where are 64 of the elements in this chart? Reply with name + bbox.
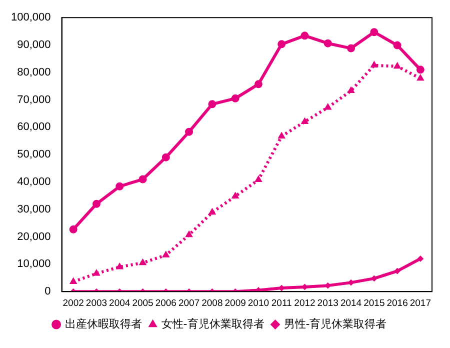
x-tick-label: 2012 bbox=[294, 298, 316, 309]
point bbox=[370, 28, 378, 36]
point bbox=[416, 66, 424, 74]
point bbox=[208, 100, 216, 108]
point bbox=[370, 61, 378, 68]
legend-label: 出産休暇取得者 bbox=[64, 317, 142, 330]
point bbox=[138, 175, 147, 184]
point bbox=[116, 182, 124, 190]
x-tick-label: 2006 bbox=[155, 298, 176, 309]
point bbox=[92, 270, 100, 276]
point bbox=[324, 103, 332, 110]
point bbox=[324, 39, 332, 48]
point bbox=[416, 74, 424, 81]
x-tick-label: 2008 bbox=[202, 298, 223, 309]
point bbox=[347, 86, 355, 94]
y-tick-label: 0 bbox=[44, 286, 51, 298]
x-tick-label: 2002 bbox=[62, 298, 84, 309]
point bbox=[278, 132, 286, 138]
x-tick-label: 2010 bbox=[248, 298, 270, 309]
x-tick-label: 2014 bbox=[340, 298, 362, 309]
x-tick-label: 2007 bbox=[178, 298, 200, 309]
point bbox=[301, 118, 308, 124]
y-tick-label: 30,000 bbox=[17, 203, 51, 216]
x-tick-label: 2009 bbox=[224, 298, 246, 309]
point bbox=[394, 268, 400, 274]
x-tick-label: 2004 bbox=[109, 298, 130, 309]
point bbox=[139, 258, 146, 266]
point bbox=[208, 208, 216, 215]
point bbox=[162, 153, 170, 162]
y-tick-label: 20,000 bbox=[17, 230, 51, 243]
x-tick-label: 2016 bbox=[386, 298, 408, 309]
y-tick-label: 80,000 bbox=[17, 66, 51, 78]
x-tick-label: 2003 bbox=[86, 298, 108, 309]
point bbox=[232, 192, 239, 198]
y-tick-label: 40,000 bbox=[17, 176, 51, 188]
point bbox=[116, 262, 124, 270]
y-tick-label: 50,000 bbox=[17, 148, 51, 161]
point bbox=[278, 40, 286, 48]
x-tick-label: 2013 bbox=[317, 298, 338, 309]
legend-label: 男性-育児休業取得者 bbox=[284, 317, 387, 330]
x-tick-label: 2015 bbox=[364, 298, 385, 309]
point bbox=[231, 94, 240, 102]
point bbox=[417, 256, 424, 262]
point bbox=[162, 251, 170, 258]
point bbox=[70, 278, 77, 284]
y-tick-label: 90,000 bbox=[17, 39, 51, 52]
y-tick-label: 100,000 bbox=[10, 12, 51, 24]
legend-label: 女性-育児休業取得者 bbox=[161, 317, 264, 330]
point bbox=[185, 128, 194, 136]
point bbox=[347, 44, 356, 52]
point bbox=[186, 230, 193, 238]
x-tick-label: 2005 bbox=[132, 298, 154, 309]
point bbox=[393, 41, 402, 50]
y-tick-label: 70,000 bbox=[17, 94, 51, 106]
point bbox=[254, 176, 262, 182]
point bbox=[69, 225, 78, 234]
y-tick-label: 60,000 bbox=[17, 121, 51, 134]
point bbox=[92, 200, 100, 208]
y-tick-label: 10,000 bbox=[17, 258, 51, 270]
point bbox=[394, 62, 401, 69]
x-tick-label: 2011 bbox=[271, 298, 292, 309]
point bbox=[300, 32, 309, 40]
x-tick-label: 2017 bbox=[410, 298, 431, 309]
point bbox=[254, 80, 262, 88]
